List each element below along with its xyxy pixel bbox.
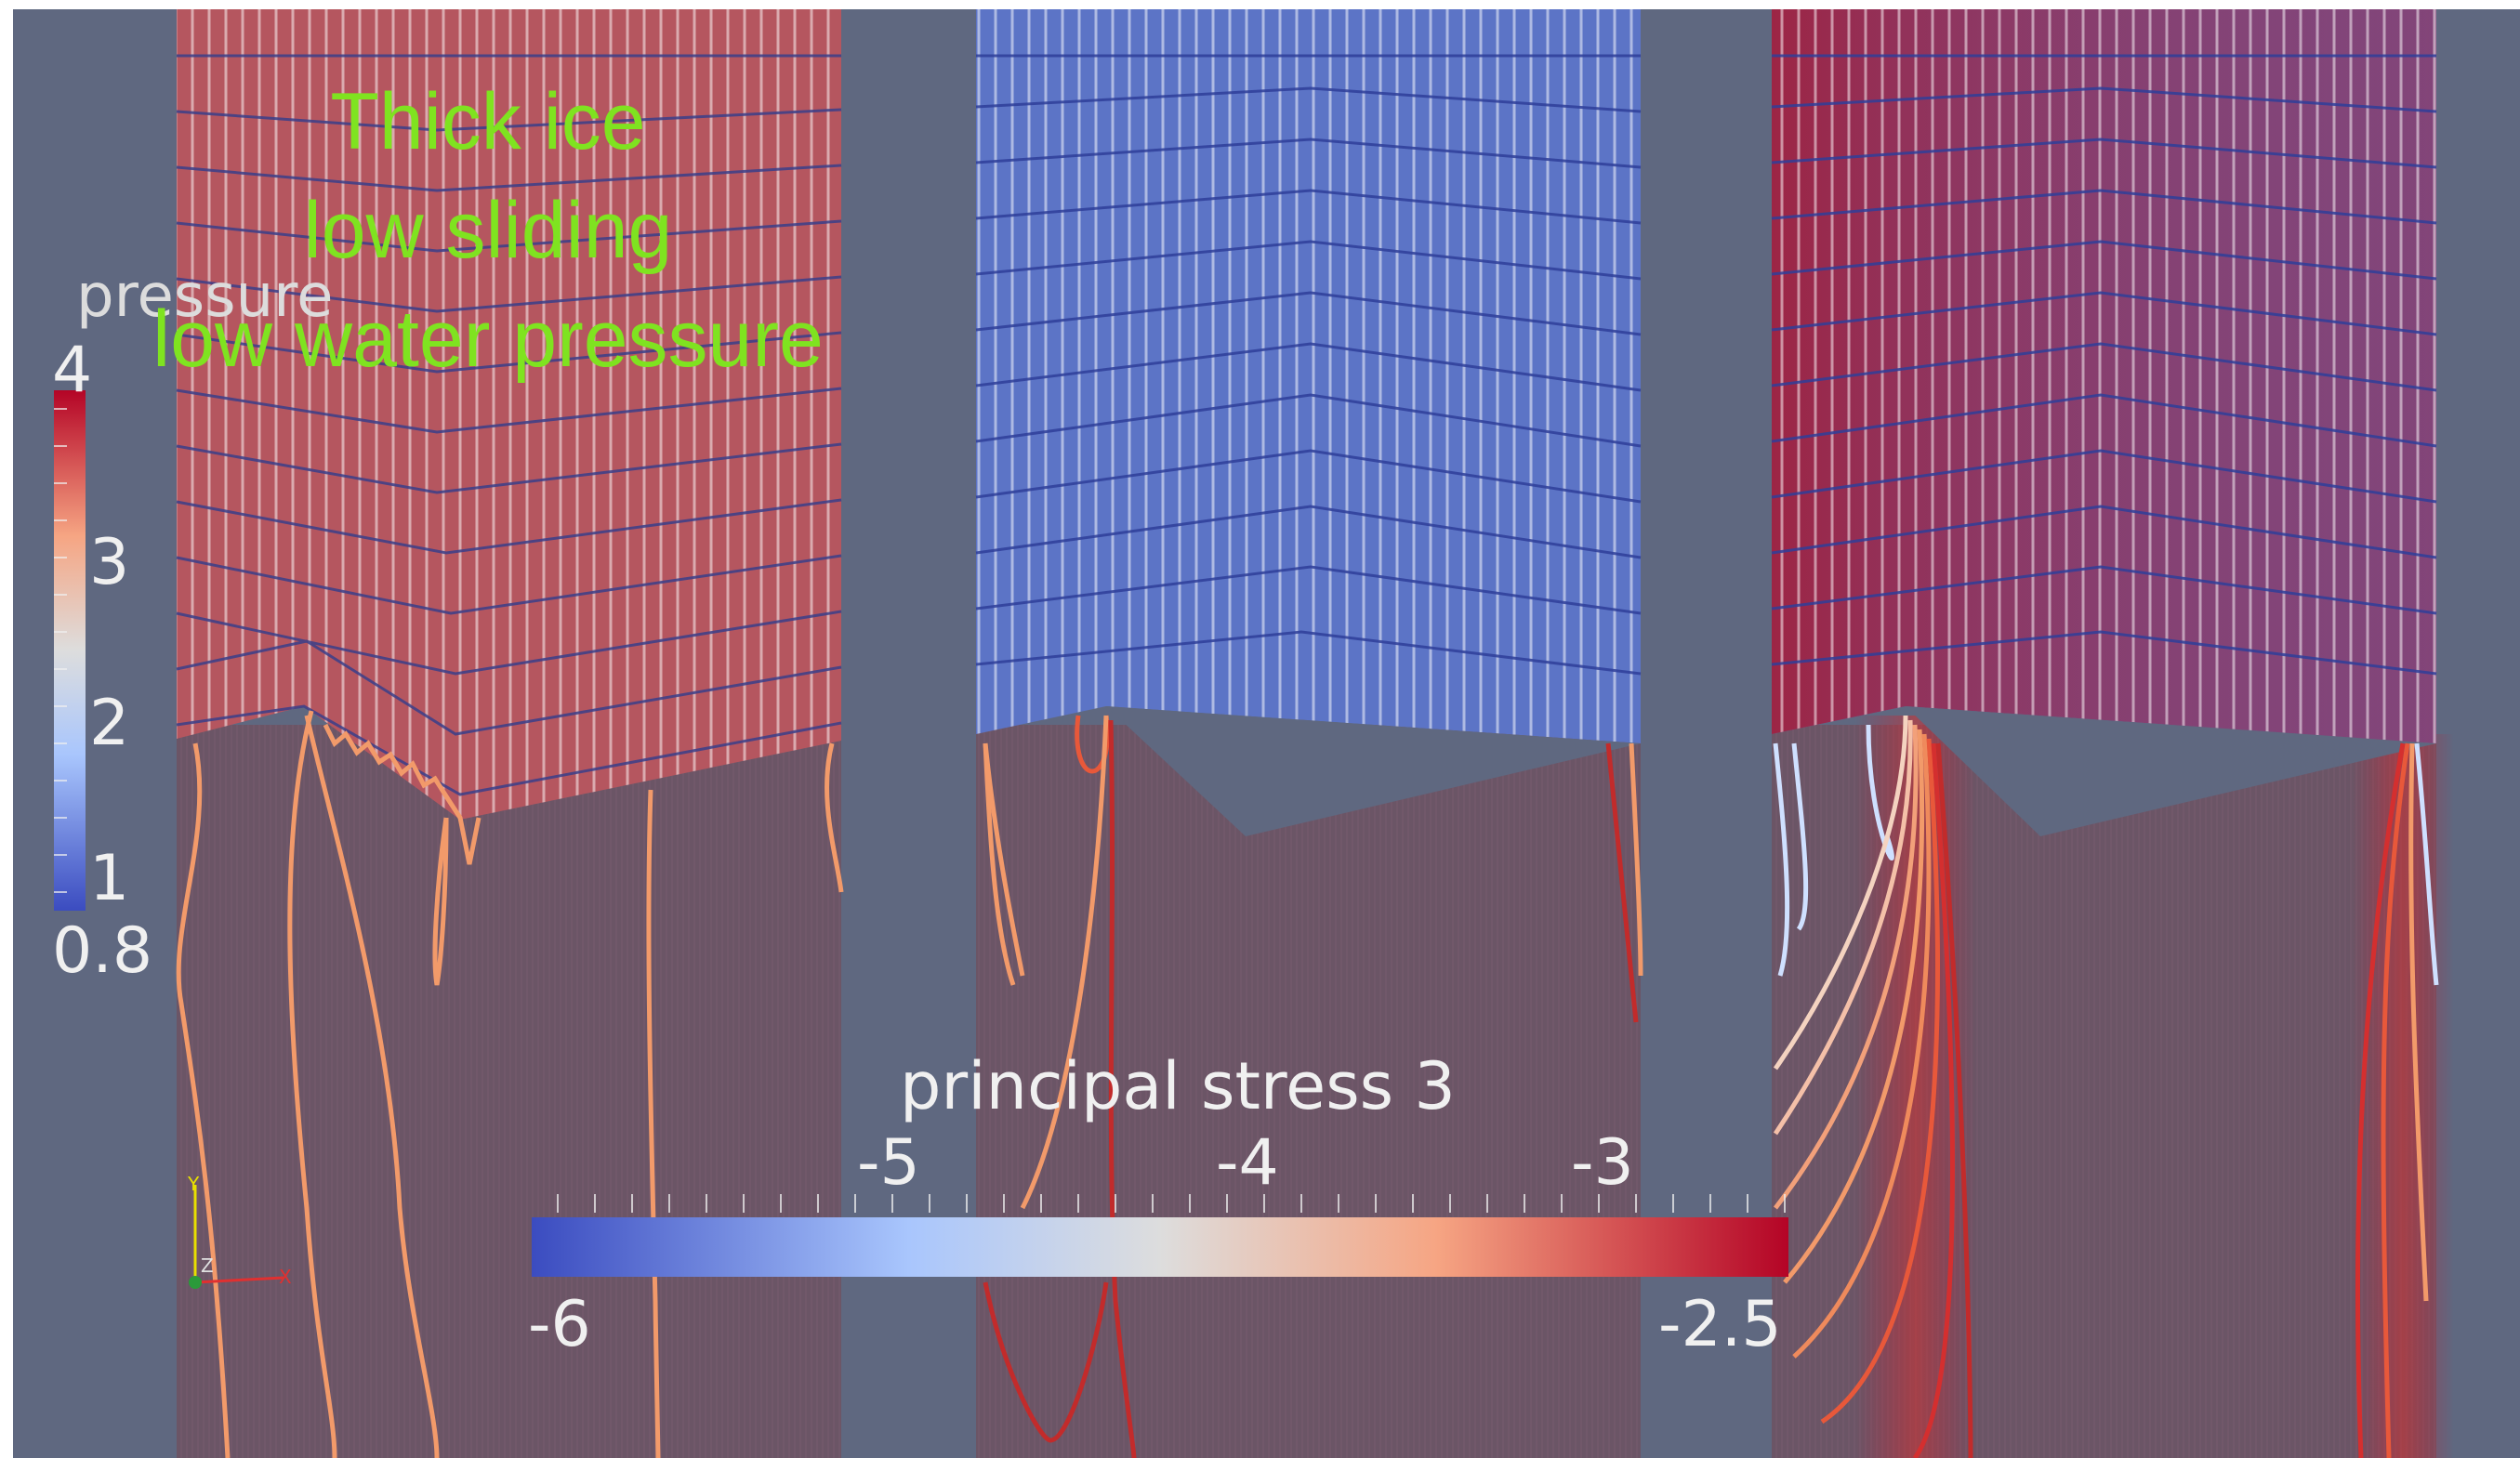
pressure-legend-title: pressure	[76, 262, 334, 331]
panel-middle	[975, 9, 1643, 1458]
axis-y-label: Y	[188, 1173, 200, 1195]
pressure-tick-1: 1	[89, 842, 130, 915]
annotation-line-3: low water pressure	[152, 295, 824, 384]
red-column-left	[1855, 716, 1976, 1458]
stress-tick-minus-5: -5	[857, 1126, 920, 1200]
stress-colorbar-ticks	[557, 1194, 1786, 1213]
axes-glyph	[189, 1185, 284, 1289]
annotation-line-2: low sliding	[303, 186, 673, 275]
axis-z-label: Z	[201, 1254, 214, 1277]
contours-left	[176, 710, 844, 1458]
pressure-colorbar-ticks	[54, 408, 67, 893]
pressure-colorbar	[54, 390, 86, 911]
axis-x-label: X	[279, 1266, 292, 1288]
pressure-tick-0-8: 0.8	[52, 914, 153, 988]
panel-right	[1771, 9, 2454, 1458]
stress-tick-minus-3: -3	[1571, 1126, 1634, 1200]
stress-tick-minus-4: -4	[1216, 1126, 1279, 1200]
mesh-right	[1771, 54, 2437, 676]
stress-colorbar	[532, 1217, 1788, 1277]
contours-middle	[983, 715, 1643, 1458]
contours-right	[1773, 715, 2439, 1458]
pressure-tick-4: 4	[52, 334, 93, 407]
annotation-line-1: Thick ice	[330, 77, 646, 166]
pressure-tick-3: 3	[89, 526, 130, 599]
mesh-middle	[975, 54, 1642, 676]
stress-tick-minus-2-5: -2.5	[1658, 1288, 1782, 1361]
stress-tick-minus-6: -6	[528, 1288, 591, 1361]
mesh-left	[176, 54, 842, 796]
red-column-right	[2352, 734, 2454, 1458]
bump-middle	[1106, 706, 1641, 836]
pressure-tick-2: 2	[89, 687, 130, 760]
stress-legend-title: principal stress 3	[900, 1048, 1456, 1124]
bump-right	[1906, 706, 2436, 836]
panel-left	[176, 9, 844, 1458]
